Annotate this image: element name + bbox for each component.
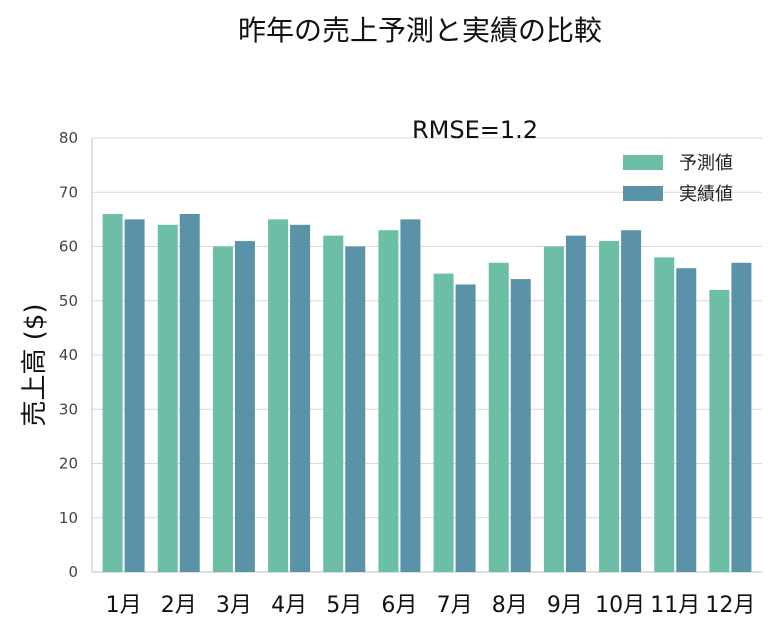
bar-actual-4 [290, 224, 311, 573]
legend-label-actual: 実績値 [679, 184, 733, 205]
bar-actual-3 [234, 241, 255, 572]
bar-forecast-2 [157, 224, 178, 573]
bar-forecast-1 [102, 213, 123, 572]
bars [102, 213, 752, 573]
y-tick-label: 10 [59, 509, 78, 527]
bar-actual-1 [124, 219, 145, 572]
legend: 予測値 実績値 [623, 153, 733, 205]
bar-actual-5 [345, 246, 366, 572]
legend-swatch-actual [623, 186, 663, 201]
bar-forecast-6 [378, 230, 399, 572]
x-tick-label: 7月 [437, 593, 473, 618]
bar-forecast-8 [488, 262, 509, 572]
y-tick-labels: 0 10 20 30 40 50 60 70 80 [59, 129, 78, 581]
legend-label-forecast: 予測値 [679, 153, 733, 174]
bar-forecast-11 [654, 257, 675, 572]
x-tick-labels: 1月 2月 3月 4月 5月 6月 7月 8月 9月 10月 11月 12月 [106, 593, 756, 618]
bar-forecast-9 [543, 246, 564, 572]
y-tick-label: 60 [59, 238, 78, 256]
bar-actual-6 [400, 219, 421, 572]
bar-actual-2 [179, 213, 200, 572]
x-tick-label: 8月 [492, 593, 528, 618]
y-tick-label: 50 [59, 292, 78, 310]
y-tick-label: 30 [59, 400, 78, 418]
x-tick-label: 12月 [705, 593, 755, 618]
y-tick-label: 80 [59, 129, 78, 147]
bar-actual-12 [731, 262, 752, 572]
legend-swatch-forecast [623, 155, 663, 170]
bar-forecast-10 [599, 241, 620, 572]
x-tick-label: 6月 [381, 593, 417, 618]
y-tick-label: 40 [59, 346, 78, 364]
bar-actual-9 [565, 235, 586, 572]
bar-forecast-3 [212, 246, 233, 572]
bar-actual-10 [621, 230, 642, 572]
y-tick-label: 20 [59, 455, 78, 473]
bar-forecast-5 [323, 235, 344, 572]
x-tick-label: 3月 [216, 593, 252, 618]
chart-title: 昨年の売上予測と実績の比較 [238, 14, 602, 47]
x-tick-label: 1月 [106, 593, 142, 618]
bar-forecast-12 [709, 289, 730, 572]
bar-forecast-4 [268, 219, 289, 572]
bar-actual-8 [510, 279, 531, 572]
x-tick-label: 9月 [547, 593, 583, 618]
bar-actual-7 [455, 284, 476, 572]
y-tick-label: 70 [59, 183, 78, 201]
bar-forecast-7 [433, 273, 454, 572]
x-tick-label: 11月 [650, 593, 700, 618]
y-axis-label: 売上高 ($) [20, 303, 50, 426]
x-tick-label: 10月 [595, 593, 645, 618]
bar-actual-11 [676, 268, 697, 572]
x-tick-label: 2月 [161, 593, 197, 618]
rmse-annotation: RMSE=1.2 [412, 116, 538, 144]
gridlines [91, 137, 762, 573]
y-tick-label: 0 [68, 563, 78, 581]
x-tick-label: 4月 [271, 593, 307, 618]
x-tick-label: 5月 [326, 593, 362, 618]
